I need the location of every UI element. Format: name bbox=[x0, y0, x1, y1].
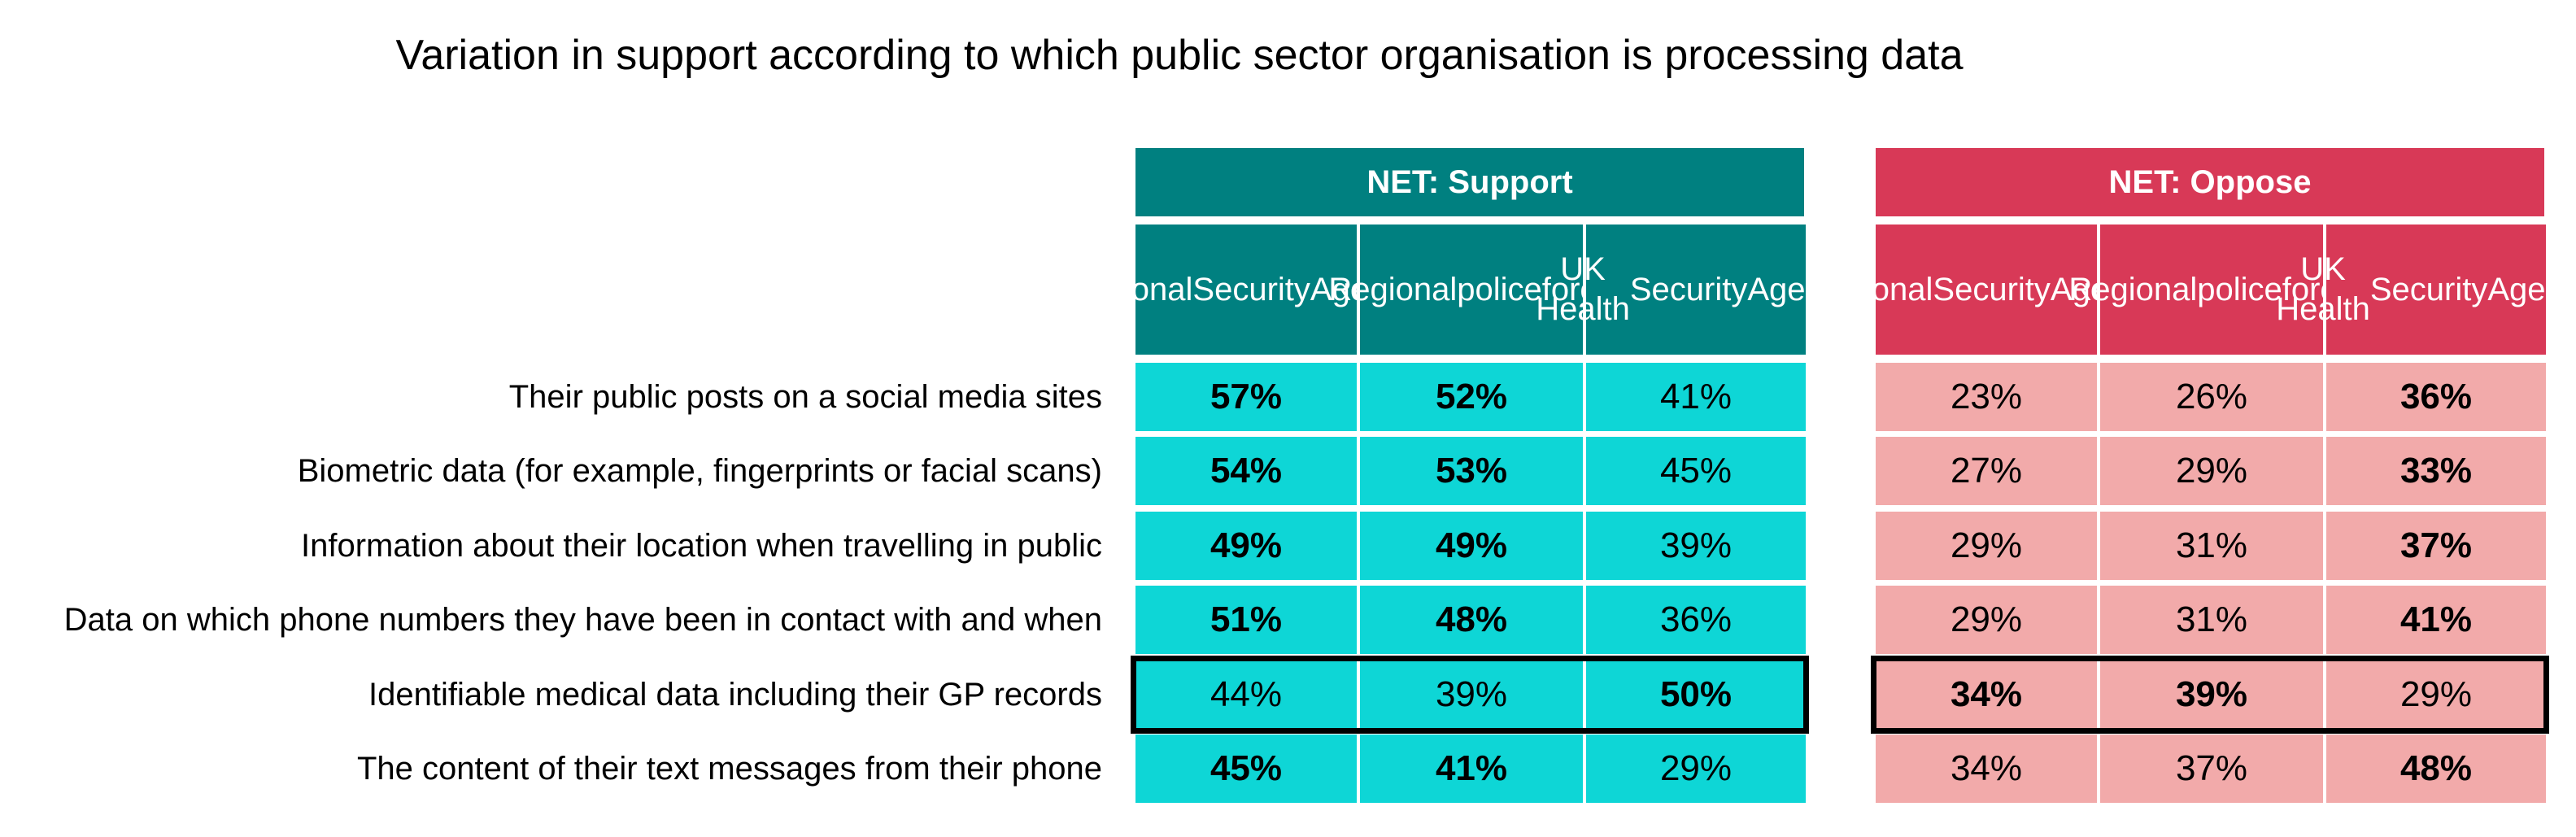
support-value-cell: 48% bbox=[1360, 586, 1583, 655]
support-value-cell: 45% bbox=[1135, 735, 1357, 803]
oppose-value-cell: 34% bbox=[1876, 735, 2097, 803]
row-label: Biometric data (for example, fingerprint… bbox=[297, 453, 1102, 490]
support-value-cell: 39% bbox=[1360, 660, 1583, 729]
support-value-cell: 39% bbox=[1586, 511, 1806, 580]
support-value-cell: 54% bbox=[1135, 437, 1357, 506]
oppose-column-header: NationalSecurityAgency bbox=[1814, 225, 2159, 355]
oppose-value-cell: 23% bbox=[1876, 363, 2097, 431]
support-value-cell: 41% bbox=[1360, 735, 1583, 803]
support-value-cell: 29% bbox=[1586, 735, 1806, 803]
support-value-cell: 57% bbox=[1135, 363, 1357, 431]
support-value-cell: 41% bbox=[1586, 363, 1806, 431]
oppose-value-cell: 29% bbox=[2326, 660, 2546, 729]
support-value-cell: 44% bbox=[1135, 660, 1357, 729]
support-column-header: Regional police force bbox=[1328, 225, 1615, 355]
support-column-header: UK Health Security Agency bbox=[1536, 225, 1856, 355]
oppose-value-cell: 41% bbox=[2326, 586, 2546, 655]
oppose-highlight-box bbox=[1871, 655, 2549, 734]
support-highlight-box bbox=[1131, 655, 1809, 734]
support-value-cell: 53% bbox=[1360, 437, 1583, 506]
oppose-value-cell: 31% bbox=[2100, 586, 2323, 655]
oppose-value-cell: 36% bbox=[2326, 363, 2546, 431]
row-label: Identifiable medical data including thei… bbox=[368, 676, 1102, 713]
row-label: Their public posts on a social media sit… bbox=[508, 379, 1102, 415]
oppose-group-header: NET: Oppose bbox=[1876, 148, 2544, 216]
oppose-value-cell: 26% bbox=[2100, 363, 2323, 431]
oppose-value-cell: 29% bbox=[1876, 511, 2097, 580]
oppose-value-cell: 34% bbox=[1876, 660, 2097, 729]
support-value-cell: 36% bbox=[1586, 586, 1806, 655]
row-label: Data on which phone numbers they have be… bbox=[63, 602, 1102, 639]
oppose-value-cell: 37% bbox=[2100, 735, 2323, 803]
support-value-cell: 49% bbox=[1135, 511, 1357, 580]
oppose-value-cell: 33% bbox=[2326, 437, 2546, 506]
row-label: Information about their location when tr… bbox=[300, 527, 1102, 564]
support-value-cell: 50% bbox=[1586, 660, 1806, 729]
oppose-value-cell: 27% bbox=[1876, 437, 2097, 506]
support-column-header: NationalSecurityAgency bbox=[1074, 225, 1419, 355]
oppose-value-cell: 31% bbox=[2100, 511, 2323, 580]
chart-title: Variation in support according to which … bbox=[395, 32, 1964, 79]
support-value-cell: 45% bbox=[1586, 437, 1806, 506]
oppose-value-cell: 48% bbox=[2326, 735, 2546, 803]
oppose-value-cell: 29% bbox=[2100, 437, 2323, 506]
support-value-cell: 49% bbox=[1360, 511, 1583, 580]
support-value-cell: 51% bbox=[1135, 586, 1357, 655]
support-value-cell: 52% bbox=[1360, 363, 1583, 431]
oppose-value-cell: 37% bbox=[2326, 511, 2546, 580]
oppose-value-cell: 39% bbox=[2100, 660, 2323, 729]
row-label: The content of their text messages from … bbox=[356, 751, 1102, 787]
support-group-header: NET: Support bbox=[1135, 148, 1804, 216]
oppose-value-cell: 29% bbox=[1876, 586, 2097, 655]
